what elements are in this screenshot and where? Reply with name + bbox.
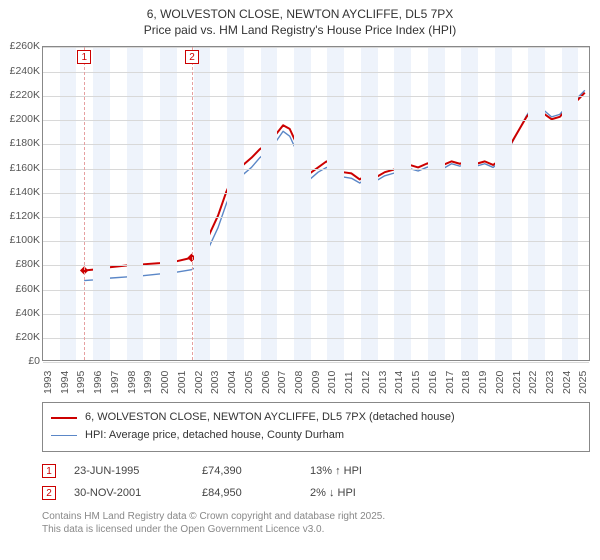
x-axis-label: 2012: [360, 374, 372, 394]
plot-area: 12: [42, 46, 590, 361]
x-axis-label: 2023: [544, 374, 556, 394]
y-axis-label: £60K: [2, 283, 40, 295]
y-axis-label: £160K: [2, 162, 40, 174]
x-axis-label: 2015: [410, 374, 422, 394]
x-axis-label: 2002: [193, 374, 205, 394]
purchase-marker-icon: 2: [42, 486, 56, 500]
purchase-date: 23-JUN-1995: [74, 465, 184, 477]
y-axis-label: £180K: [2, 137, 40, 149]
x-axis-label: 2003: [209, 374, 221, 394]
x-axis-label: 1996: [92, 374, 104, 394]
chart-title: 6, WOLVESTON CLOSE, NEWTON AYCLIFFE, DL5…: [0, 0, 600, 42]
x-axis-label: 1998: [126, 374, 138, 394]
x-axis-label: 1994: [59, 374, 71, 394]
x-axis-label: 2009: [310, 374, 322, 394]
x-axis-label: 2010: [326, 374, 338, 394]
x-axis-label: 1993: [42, 374, 54, 394]
x-axis-label: 2025: [577, 374, 589, 394]
x-axis-label: 2024: [561, 374, 573, 394]
purchase-row: 1 23-JUN-1995 £74,390 13% ↑ HPI: [42, 460, 590, 482]
x-axis-label: 2006: [260, 374, 272, 394]
x-axis-label: 2011: [343, 374, 355, 394]
legend-item: HPI: Average price, detached house, Coun…: [51, 427, 581, 445]
y-axis-label: £100K: [2, 234, 40, 246]
x-axis-label: 2008: [293, 374, 305, 394]
x-axis-label: 2001: [176, 374, 188, 394]
x-axis-label: 2004: [226, 374, 238, 394]
footer-line-2: This data is licensed under the Open Gov…: [42, 523, 590, 536]
title-line-1: 6, WOLVESTON CLOSE, NEWTON AYCLIFFE, DL5…: [0, 6, 600, 22]
chart-marker-icon: 2: [185, 50, 199, 64]
x-axis-label: 2007: [276, 374, 288, 394]
x-axis-label: 2022: [527, 374, 539, 394]
legend-label: 6, WOLVESTON CLOSE, NEWTON AYCLIFFE, DL5…: [85, 409, 455, 427]
x-axis-label: 1999: [142, 374, 154, 394]
x-axis-label: 2017: [444, 374, 456, 394]
purchase-table: 1 23-JUN-1995 £74,390 13% ↑ HPI 2 30-NOV…: [42, 460, 590, 504]
purchase-delta: 2% ↓ HPI: [310, 487, 356, 499]
purchase-date: 30-NOV-2001: [74, 487, 184, 499]
x-axis-label: 2019: [477, 374, 489, 394]
y-axis-label: £200K: [2, 113, 40, 125]
chart-marker-icon: 1: [77, 50, 91, 64]
y-axis-label: £240K: [2, 65, 40, 77]
x-axis-label: 2013: [377, 374, 389, 394]
legend-swatch: [51, 435, 77, 436]
legend-swatch: [51, 417, 77, 419]
y-axis-label: £220K: [2, 89, 40, 101]
y-axis-label: £260K: [2, 40, 40, 52]
y-axis-label: £40K: [2, 307, 40, 319]
purchase-price: £84,950: [202, 487, 292, 499]
y-axis-label: £20K: [2, 331, 40, 343]
y-axis-label: £0: [2, 355, 40, 367]
x-axis-label: 2000: [159, 374, 171, 394]
x-axis-label: 2016: [427, 374, 439, 394]
x-axis-label: 1995: [75, 374, 87, 394]
x-axis-label: 2020: [494, 374, 506, 394]
y-axis-label: £80K: [2, 258, 40, 270]
x-axis-label: 2021: [511, 374, 523, 394]
x-axis-labels: 1993 1994 1995 1996 1997 1998 1999 2000 2001 2002…: [42, 364, 590, 402]
x-axis-label: 2018: [460, 374, 472, 394]
legend-item: 6, WOLVESTON CLOSE, NEWTON AYCLIFFE, DL5…: [51, 409, 581, 427]
y-axis-label: £140K: [2, 186, 40, 198]
y-axis-label: £120K: [2, 210, 40, 222]
x-axis-label: 2005: [243, 374, 255, 394]
purchase-price: £74,390: [202, 465, 292, 477]
footer: Contains HM Land Registry data © Crown c…: [42, 510, 590, 536]
legend-label: HPI: Average price, detached house, Coun…: [85, 427, 344, 445]
purchase-marker-icon: 1: [42, 464, 56, 478]
footer-line-1: Contains HM Land Registry data © Crown c…: [42, 510, 590, 523]
x-axis-label: 1997: [109, 374, 121, 394]
legend: 6, WOLVESTON CLOSE, NEWTON AYCLIFFE, DL5…: [42, 402, 590, 451]
chart: 12 1993199419951996199719981999200020012…: [0, 42, 600, 402]
purchase-delta: 13% ↑ HPI: [310, 465, 362, 477]
x-axis-label: 2014: [393, 374, 405, 394]
purchase-row: 2 30-NOV-2001 £84,950 2% ↓ HPI: [42, 482, 590, 504]
title-line-2: Price paid vs. HM Land Registry's House …: [0, 22, 600, 38]
